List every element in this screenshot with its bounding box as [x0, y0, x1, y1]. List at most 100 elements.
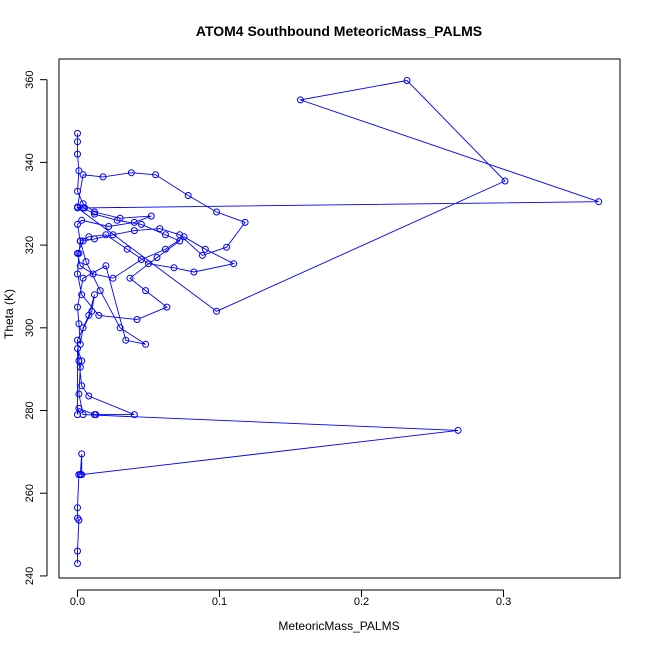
- data-point: [78, 291, 86, 299]
- y-tick-label: 340: [24, 153, 36, 171]
- data-point: [403, 77, 411, 84]
- data-point: [74, 187, 81, 195]
- data-point: [454, 426, 462, 434]
- data-point: [130, 227, 138, 235]
- data-point: [76, 262, 84, 270]
- data-point: [85, 233, 93, 241]
- data-point: [162, 231, 169, 239]
- x-tick-label: 0.1: [212, 596, 227, 608]
- data-point: [91, 210, 98, 218]
- data-point: [102, 262, 110, 270]
- data-point: [180, 233, 188, 241]
- y-tick-label: 260: [24, 484, 36, 502]
- data-point: [75, 390, 83, 398]
- data-point: [133, 316, 141, 323]
- data-point: [176, 231, 184, 239]
- data-point: [130, 218, 138, 226]
- data-point: [74, 150, 81, 158]
- data-point: [79, 324, 87, 332]
- data-point: [170, 264, 178, 272]
- data-point: [130, 411, 138, 419]
- data-point: [142, 340, 150, 348]
- data-point: [163, 303, 171, 311]
- data-point: [79, 200, 87, 208]
- data-point: [296, 96, 304, 104]
- data-point: [89, 270, 97, 278]
- data-point: [142, 287, 150, 295]
- data-point: [76, 237, 84, 245]
- data-point: [595, 198, 603, 206]
- data-point: [74, 203, 81, 211]
- data-point: [122, 336, 130, 344]
- data-point: [201, 245, 209, 253]
- data-point: [74, 560, 81, 567]
- chart-title: ATOM4 Southbound MeteoricMass_PALMS: [196, 23, 482, 39]
- data-point: [85, 311, 93, 319]
- y-tick-label: 300: [24, 319, 36, 337]
- data-point: [75, 357, 83, 365]
- data-point: [137, 220, 145, 228]
- data-point: [85, 392, 93, 400]
- data-point: [137, 256, 145, 264]
- data-point: [123, 245, 131, 253]
- data-point: [74, 129, 81, 137]
- plot-area: 0.0 0.1 0.2 0.3 240 260 280 300 320 340 360: [24, 58, 621, 608]
- y-tick-label: 320: [24, 236, 36, 254]
- y-tick-label: 240: [24, 567, 36, 585]
- data-point: [75, 167, 83, 175]
- data-point: [96, 287, 104, 295]
- data-point: [92, 411, 100, 419]
- data-point: [78, 450, 86, 458]
- data-point: [74, 504, 81, 512]
- data-point: [91, 208, 98, 216]
- data-point: [76, 340, 84, 348]
- data-point: [156, 225, 164, 233]
- series-line: [76, 80, 599, 564]
- data-point: [74, 249, 81, 257]
- data-point: [95, 311, 103, 319]
- x-axis-label: MeteoricMass_PALMS: [278, 619, 399, 633]
- data-point: [75, 404, 83, 412]
- y-tick-label: 280: [24, 401, 36, 419]
- y-axis-label: Theta (K): [2, 289, 16, 339]
- data-point: [79, 171, 87, 179]
- data-point: [78, 216, 86, 224]
- data-point: [82, 258, 90, 266]
- x-tick-label: 0.0: [70, 596, 85, 608]
- data-point: [184, 192, 192, 199]
- data-point: [102, 231, 110, 239]
- data-point: [74, 547, 81, 555]
- data-point: [78, 382, 86, 390]
- data-point: [79, 274, 87, 282]
- data-point: [162, 245, 169, 253]
- data-point: [105, 223, 113, 230]
- data-point: [74, 303, 81, 311]
- data-point: [109, 231, 117, 239]
- data-point: [109, 274, 117, 282]
- x-tick-label: 0.2: [354, 596, 369, 608]
- data-point: [223, 243, 231, 251]
- data-point: [78, 357, 86, 365]
- data-point: [147, 212, 155, 220]
- data-point: [153, 254, 161, 261]
- data-point: [213, 307, 221, 315]
- data-point: [74, 270, 81, 278]
- data-point: [213, 208, 221, 216]
- data-point: [74, 220, 81, 228]
- data-point: [79, 237, 87, 245]
- data-point: [116, 214, 124, 222]
- data-point: [190, 268, 198, 276]
- data-point: [74, 138, 81, 146]
- data-point: [145, 260, 152, 268]
- data-point: [81, 204, 89, 212]
- data-point: [152, 171, 160, 179]
- data-point: [230, 260, 238, 268]
- data-point: [91, 291, 98, 299]
- data-point: [74, 514, 81, 522]
- data-point: [75, 320, 83, 328]
- data-point: [78, 471, 86, 479]
- x-tick-label: 0.3: [496, 596, 511, 608]
- y-tick-label: 360: [24, 70, 36, 88]
